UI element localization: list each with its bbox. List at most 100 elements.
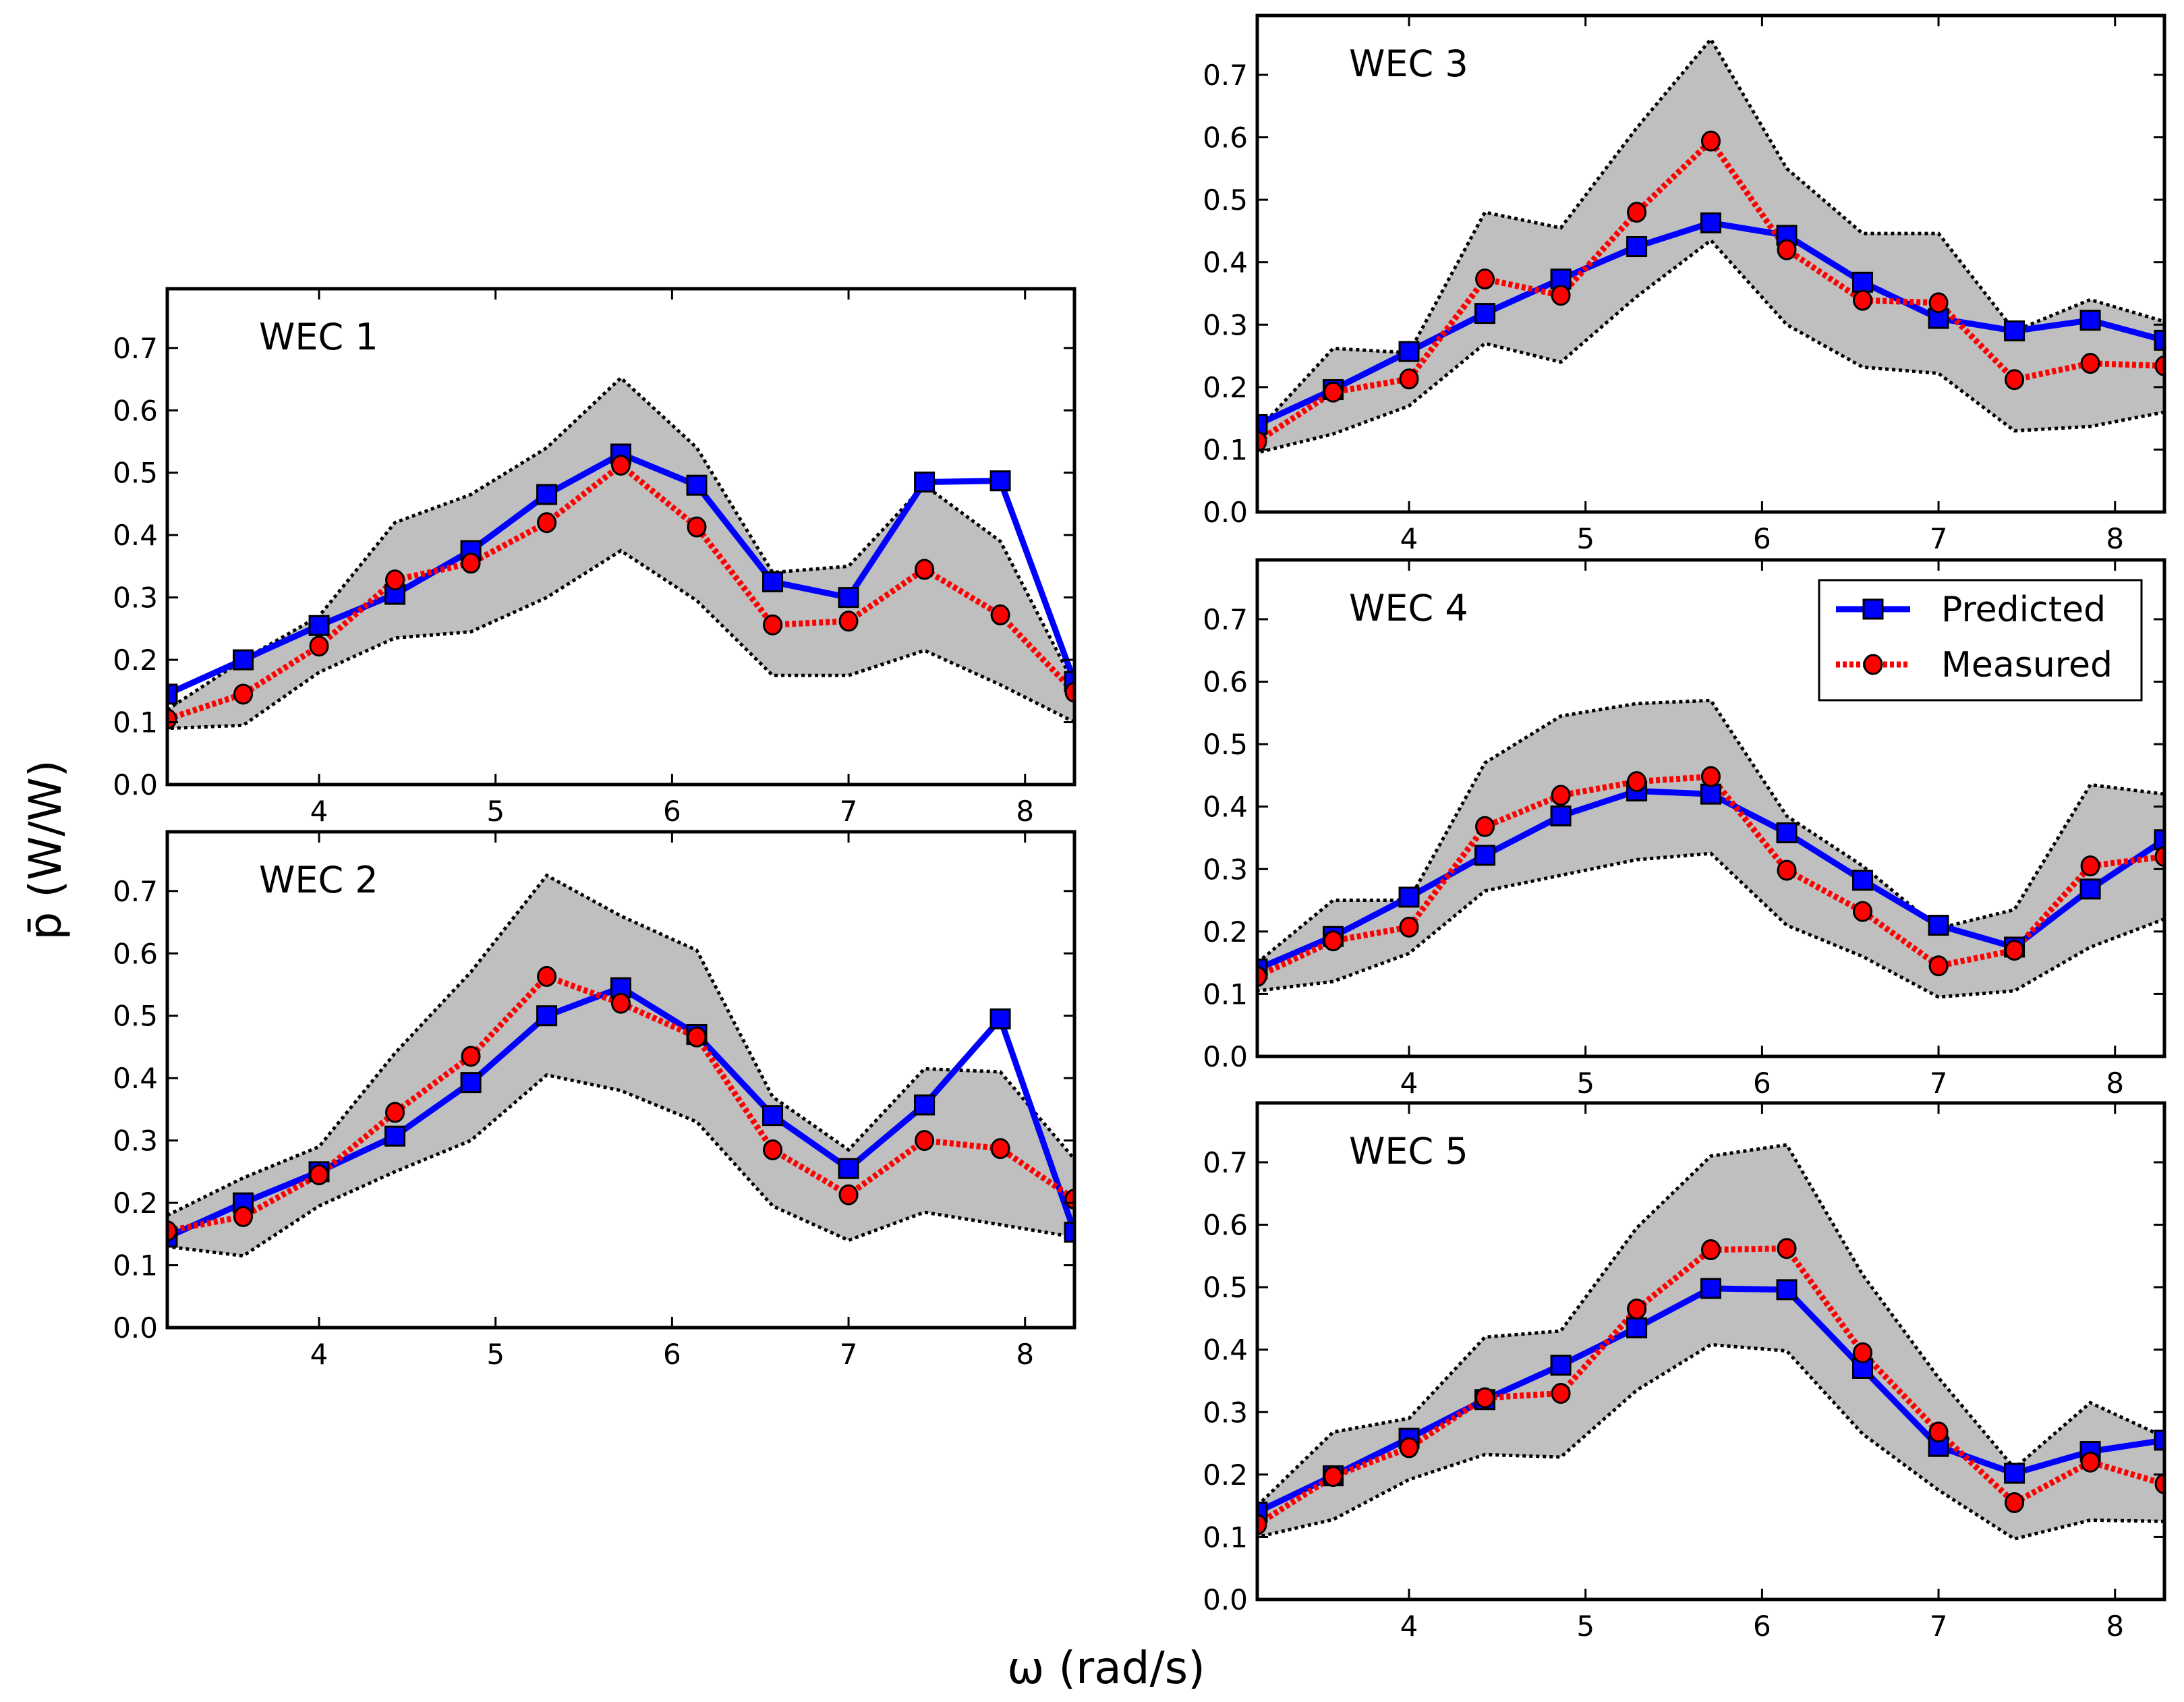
predicted-point <box>2079 310 2101 331</box>
y-tick-label: 0.5 <box>1203 728 1248 761</box>
axes-frame <box>1255 13 2166 514</box>
measured-point <box>233 683 254 705</box>
predicted-point <box>308 615 330 636</box>
y-tick-label: 0.5 <box>113 457 158 490</box>
x-tick-label: 4 <box>1400 522 1418 555</box>
measured-point <box>1257 966 1267 987</box>
predicted-point <box>914 472 936 493</box>
predicted-point <box>384 1125 406 1147</box>
measured-point <box>1928 292 1949 314</box>
panel-title: WEC 3 <box>1349 42 1468 85</box>
lower-bound-line <box>167 1073 1074 1258</box>
x-tick-label: 5 <box>1576 1610 1594 1643</box>
measured-point <box>1551 1382 1571 1404</box>
y-tick-label: 0.3 <box>113 581 158 615</box>
y-tick-label: 0.1 <box>1203 1521 1248 1554</box>
x-tick-label: 4 <box>1400 1610 1418 1643</box>
predicted-point <box>1550 805 1572 827</box>
axes-frame <box>165 830 1076 1330</box>
panels: 0.0 0.1 0.2 0.3 0.4 0.5 0.6 0.7 4 5 6 7 8 WEC 1 0.0 0.1… <box>113 13 2166 1643</box>
measured-point <box>1399 1437 1419 1458</box>
uncertainty-band <box>167 875 1074 1256</box>
predicted-point <box>838 587 859 608</box>
predicted-point <box>838 1158 859 1179</box>
measured-point <box>1399 916 1419 938</box>
predicted-point <box>2004 320 2025 342</box>
measured-point <box>611 455 631 476</box>
measured-point <box>1475 1387 1495 1409</box>
predicted-point <box>1257 414 1268 435</box>
x-tick-label: 7 <box>1930 1067 1948 1100</box>
panel-wec-1: 0.0 0.1 0.2 0.3 0.4 0.5 0.6 0.7 4 5 6 7 8 WEC 1 <box>113 287 1076 828</box>
x-tick-label: 8 <box>2106 1067 2124 1100</box>
measured-point <box>461 1046 481 1067</box>
x-tick-label: 5 <box>1576 1067 1594 1100</box>
plot-area <box>167 873 1074 1258</box>
lower-bound-line <box>1257 851 2164 999</box>
predicted-point <box>1928 915 1949 936</box>
y-tick-label: 0.1 <box>113 706 158 739</box>
predicted-point <box>1398 886 1420 908</box>
predicted-point <box>1700 212 1721 233</box>
predicted-point <box>1700 783 1721 805</box>
measured-point <box>1064 681 1074 703</box>
measured-point <box>2005 1492 2025 1514</box>
y-tick-label: 0.3 <box>113 1125 158 1158</box>
x-tick-label: 8 <box>1016 1338 1034 1371</box>
axes-frame <box>1255 1101 2166 1601</box>
panel-title: WEC 4 <box>1349 587 1468 629</box>
measured-point <box>167 708 177 730</box>
measured-point <box>687 1026 707 1048</box>
predicted-point <box>1700 1278 1721 1299</box>
x-tick-label: 6 <box>663 795 681 828</box>
measured-point <box>2005 940 2025 961</box>
y-tick-label: 0.7 <box>113 332 158 365</box>
measured-point <box>309 1164 329 1185</box>
predicted-point <box>762 1105 784 1127</box>
y-tick-label: 0.6 <box>1203 666 1248 699</box>
measured-point <box>385 569 405 591</box>
y-tick-label: 0.0 <box>1203 496 1248 529</box>
y-tick-label: 0.2 <box>1203 1458 1248 1492</box>
plot-area <box>1257 36 2164 455</box>
measured-point <box>537 965 557 987</box>
measured-point <box>1475 816 1495 837</box>
y-tick-label: 0.6 <box>1203 1209 1248 1242</box>
y-tick-label: 0.5 <box>1203 1271 1248 1304</box>
predicted-point <box>233 649 254 671</box>
measured-point <box>2154 1473 2164 1495</box>
y-tick-label: 0.2 <box>113 1187 158 1220</box>
x-tick-label: 7 <box>840 1338 858 1371</box>
uncertainty-band <box>1257 700 2164 998</box>
x-tick-label: 8 <box>1016 795 1034 828</box>
measured-point <box>1701 766 1721 787</box>
measured-point <box>990 604 1010 626</box>
predicted-point <box>1398 341 1420 362</box>
lower-bound-line <box>1257 237 2164 455</box>
y-tick-label: 0.3 <box>1203 853 1248 886</box>
predicted-point <box>989 470 1011 492</box>
measured-point <box>763 1139 783 1161</box>
predicted-point <box>1776 822 1798 844</box>
measured-point <box>2080 353 2100 374</box>
uncertainty-band <box>167 378 1074 729</box>
x-tick-label: 4 <box>1400 1067 1418 1100</box>
measured-point <box>309 635 329 657</box>
x-tick-label: 6 <box>1753 1610 1771 1643</box>
predicted-point <box>2154 1429 2164 1451</box>
measured-point <box>1701 130 1721 152</box>
measured-point <box>1928 1421 1949 1443</box>
y-tick-label: 0.7 <box>113 875 158 908</box>
y-tick-label: 0.1 <box>1203 977 1248 1011</box>
measured-point <box>167 1220 177 1242</box>
measured-point <box>2154 846 2164 868</box>
measured-point <box>1399 368 1419 390</box>
lower-bound-line <box>167 548 1074 731</box>
predicted-point <box>1852 271 1874 293</box>
x-axis-label: ω (rad/s) <box>1007 1642 1205 1694</box>
y-tick-label: 0.7 <box>1203 603 1248 636</box>
measured-point <box>1323 1466 1344 1487</box>
panel-wec-5: 0.0 0.1 0.2 0.3 0.4 0.5 0.6 0.7 4 5 6 7 8 WEC 5 <box>1203 1101 2166 1643</box>
y-axis-label: p̄ (W/W) <box>20 760 71 940</box>
x-tick-label: 4 <box>310 1338 328 1371</box>
